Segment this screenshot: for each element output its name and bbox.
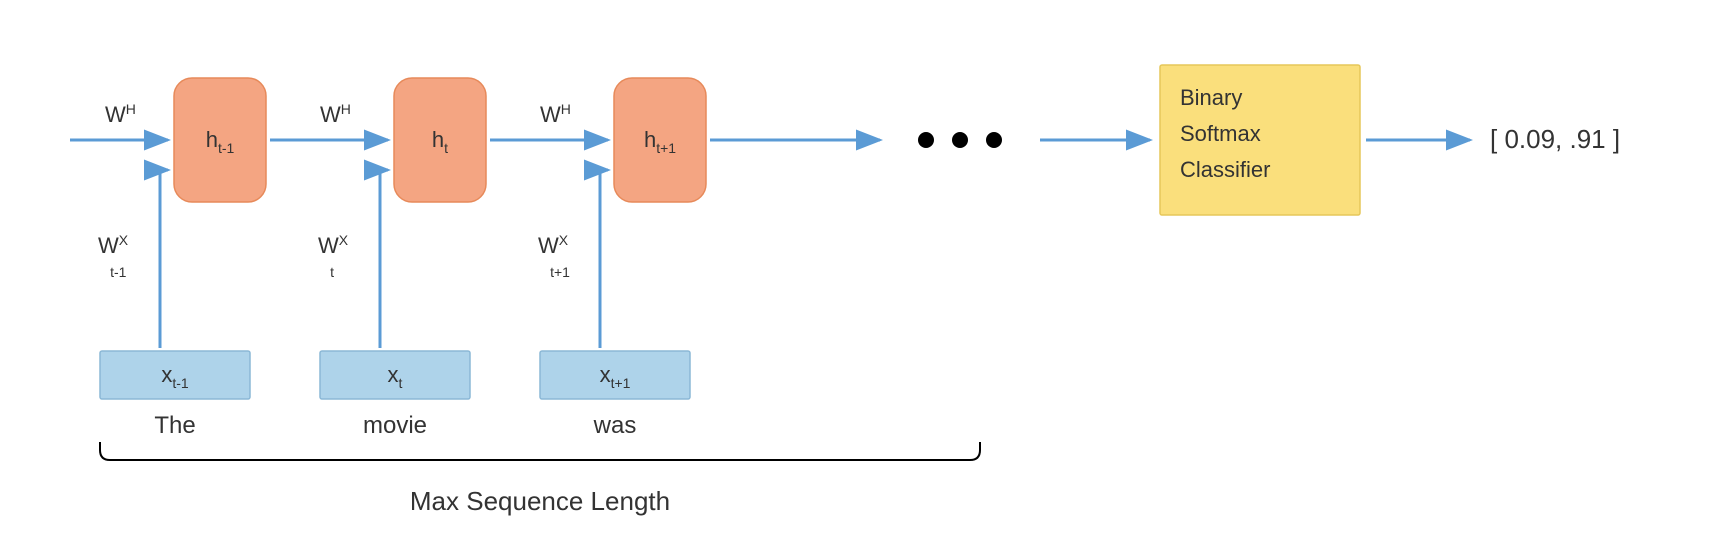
input-word: movie <box>363 412 427 439</box>
rnn-diagram: ht-1htht+1xt-1Thextmoviext+1wasWHWHWHWXt… <box>0 0 1728 543</box>
wx-label: WXt <box>318 232 349 280</box>
ellipsis-dot <box>952 132 968 148</box>
wx-label: WXt-1 <box>98 232 129 280</box>
output-vector: [ 0.09, .91 ] <box>1490 124 1620 154</box>
input-word: was <box>593 412 637 439</box>
input-to-hidden-arrow <box>600 170 608 348</box>
sequence-bracket <box>100 442 980 460</box>
wh-label: WH <box>320 101 351 127</box>
input-to-hidden-arrow <box>380 170 388 348</box>
bracket-label: Max Sequence Length <box>410 486 670 516</box>
classifier-label: Classifier <box>1180 157 1270 182</box>
ellipsis-dot <box>986 132 1002 148</box>
classifier-label: Binary <box>1180 85 1242 110</box>
input-to-hidden-arrow <box>160 170 168 348</box>
wh-label: WH <box>540 101 571 127</box>
wh-label: WH <box>105 101 136 127</box>
input-word: The <box>154 412 195 439</box>
wx-label: WXt+1 <box>538 232 570 280</box>
ellipsis-dot <box>918 132 934 148</box>
classifier-label: Softmax <box>1180 121 1261 146</box>
